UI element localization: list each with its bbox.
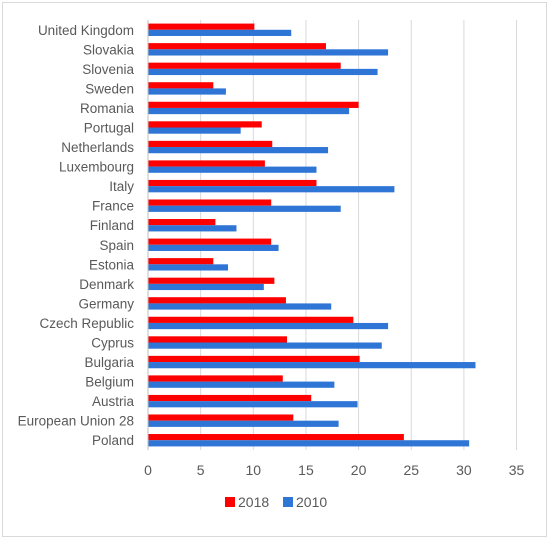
category-label: Slovenia (82, 62, 134, 77)
bar-2018-romania (148, 101, 359, 108)
x-tick-label: 25 (403, 462, 419, 478)
bar-2010-romania (148, 107, 350, 115)
category-label: United Kingdom (38, 23, 134, 38)
legend-swatch-2010 (283, 497, 293, 507)
bar-2018-italy (148, 179, 317, 187)
bar-2018-luxembourg (148, 160, 265, 167)
legend: 2018 2010 (225, 494, 327, 510)
bar-2010-united-kingdom (148, 29, 292, 36)
bar-2010-italy (148, 186, 395, 193)
bar-2010-cyprus (148, 342, 382, 349)
bar-2010-portugal (148, 127, 241, 134)
bar-2010-finland (148, 225, 237, 232)
bar-2010-france (148, 205, 341, 212)
bars (148, 23, 476, 447)
bar-2018-netherlands (148, 140, 273, 148)
bar-2018-slovakia (148, 43, 326, 50)
category-label: Slovakia (83, 42, 135, 57)
category-label: Estonia (89, 257, 135, 272)
category-label: Czech Republic (39, 316, 134, 331)
bar-2018-european-union-28 (148, 414, 294, 421)
category-label: Poland (92, 433, 134, 448)
bar-2018-czech-republic (148, 316, 354, 323)
bar-2018-denmark (148, 277, 275, 284)
bar-2018-united-kingdom (148, 23, 255, 30)
bar-2010-european-union-28 (148, 420, 339, 427)
bar-2018-sweden (148, 82, 214, 89)
bar-2018-belgium (148, 375, 283, 382)
bar-2018-france (148, 199, 272, 206)
x-tick-label: 35 (509, 462, 525, 478)
bar-2018-cyprus (148, 336, 287, 343)
bar-2010-luxembourg (148, 166, 317, 173)
x-tick-label: 30 (456, 462, 472, 478)
x-tick-labels: 0 5 10 15 20 25 30 35 (144, 462, 524, 478)
category-label: Cyprus (91, 336, 134, 351)
x-tick-label: 20 (351, 462, 367, 478)
bar-2010-estonia (148, 264, 229, 271)
bar-2018-slovenia (148, 62, 341, 69)
category-label: Spain (99, 238, 134, 253)
category-label: Sweden (85, 81, 134, 96)
bar-2018-portugal (148, 121, 262, 128)
category-label: France (92, 199, 134, 214)
bar-2010-netherlands (148, 147, 329, 154)
category-label: Bulgaria (84, 355, 134, 370)
category-label: Portugal (84, 121, 134, 136)
bar-2018-finland (148, 219, 216, 226)
category-label: Belgium (85, 375, 134, 390)
bar-2010-spain (148, 244, 279, 251)
bar-2018-poland (148, 434, 404, 441)
legend-label-2018: 2018 (238, 494, 269, 510)
bar-2010-denmark (148, 283, 264, 291)
bar-2010-belgium (148, 381, 335, 388)
bar-2010-germany (148, 303, 332, 310)
x-tick-label: 10 (246, 462, 262, 478)
bar-2010-slovakia (148, 49, 389, 56)
category-label: Netherlands (61, 140, 134, 155)
bar-2010-poland (148, 440, 470, 447)
x-tick-label: 15 (298, 462, 314, 478)
x-tick-label: 5 (197, 462, 205, 478)
category-label: Finland (90, 218, 134, 233)
category-label: Denmark (79, 277, 134, 292)
bar-2018-estonia (148, 258, 214, 265)
category-label: Luxembourg (59, 160, 134, 175)
x-tick-label: 0 (144, 462, 152, 478)
category-labels: United Kingdom Slovakia Slovenia Sweden Roma… (18, 23, 135, 448)
bar-2018-spain (148, 238, 272, 245)
bar-2010-austria (148, 401, 358, 408)
bar-2018-bulgaria (148, 355, 360, 363)
category-label: Germany (78, 296, 134, 311)
category-label: Italy (109, 179, 134, 194)
category-label: Romania (80, 101, 135, 116)
category-label: Austria (92, 394, 135, 409)
bar-2018-germany (148, 297, 286, 304)
legend-label-2010: 2010 (296, 494, 327, 510)
bar-2010-bulgaria (148, 362, 476, 369)
bar-2010-czech-republic (148, 322, 389, 330)
bar-2018-austria (148, 394, 312, 402)
legend-swatch-2018 (225, 497, 235, 507)
bar-2010-sweden (148, 88, 226, 95)
bar-2010-slovenia (148, 68, 378, 76)
category-label: European Union 28 (18, 414, 134, 429)
